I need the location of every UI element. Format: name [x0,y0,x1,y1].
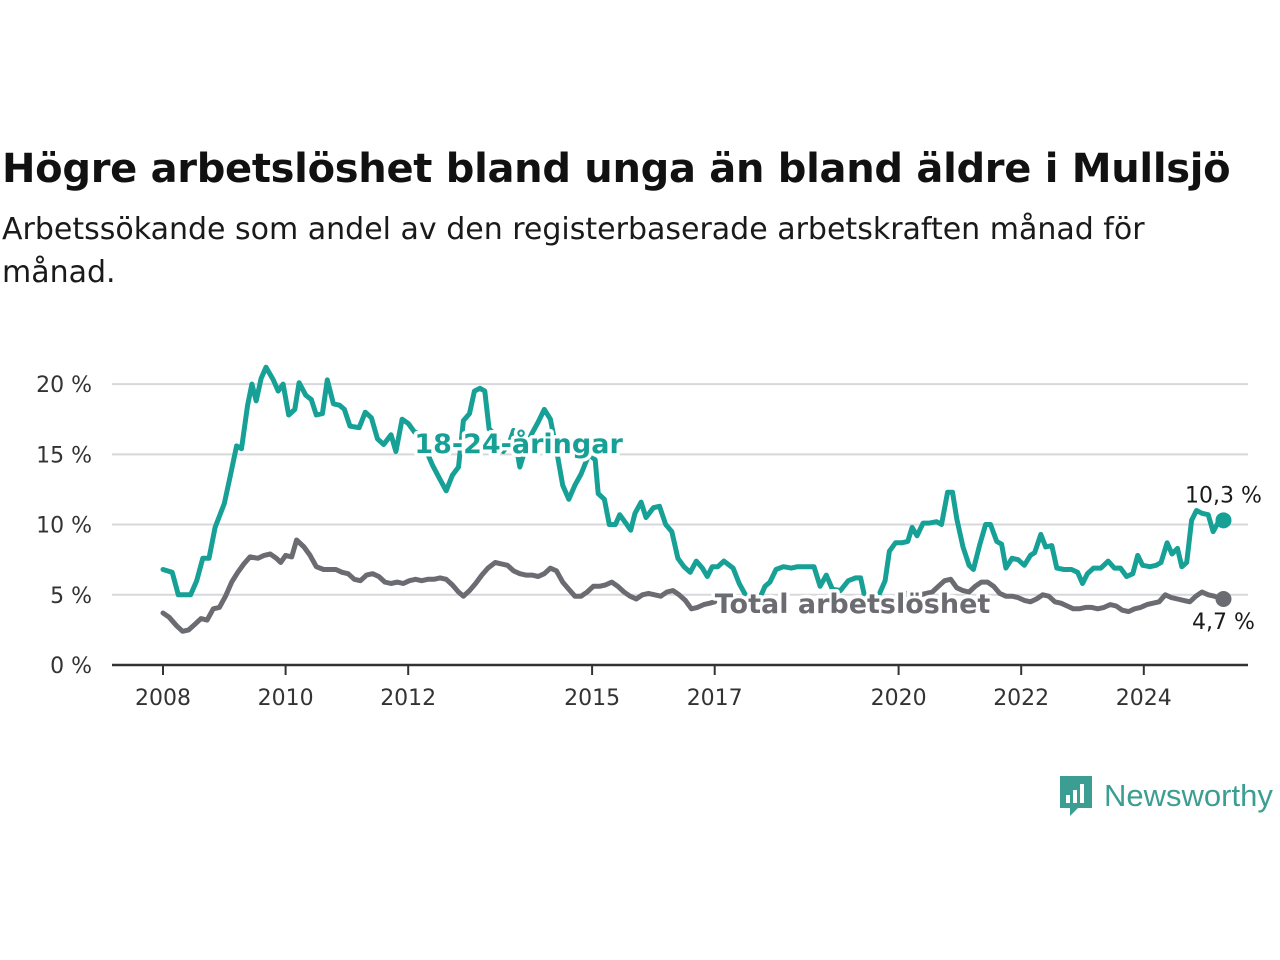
series-line-total-2 [893,576,1226,615]
y-tick-label: 5 % [50,584,92,609]
newsworthy-logo[interactable]: Newsworthy [1058,774,1273,818]
end-label-youth: 10,3 % [1185,483,1262,508]
y-tick-label: 15 % [36,443,92,468]
x-tick-label: 2022 [993,686,1049,711]
series-line-total-1 [160,537,718,634]
chart-subtitle: Arbetssökande som andel av den registerb… [2,212,1145,290]
series-label-youth: 18-24-åringar [414,428,623,460]
x-tick-label: 2008 [135,686,191,711]
chart-title: Högre arbetslöshet bland unga än bland ä… [2,146,1231,192]
series-labels: Total arbetslöshet 18-24-åringar 10,3 % 4,7… [411,424,1262,635]
x-tick-label: 2017 [687,686,743,711]
x-tick-label: 2012 [380,686,436,711]
newsworthy-logo-icon [1060,776,1092,816]
y-tick-label: 0 % [50,654,92,679]
y-tick-label: 10 % [36,514,92,539]
x-tick-label: 2010 [258,686,314,711]
x-tick-label: 2024 [1116,686,1172,711]
series-label-total: Total arbetslöshet [715,589,991,620]
end-point-total [1215,590,1232,607]
y-axis: 0 % 5 % 10 % 15 % 20 % [36,373,92,679]
end-label-total: 4,7 % [1192,610,1255,635]
series-lines [160,364,1232,634]
brand-name: Newsworthy [1104,778,1273,813]
end-point-youth [1215,512,1232,529]
x-axis: 2008 2010 2012 2015 2017 2020 2022 2024 [112,663,1248,711]
y-tick-label: 20 % [36,373,92,398]
series-line-youth [160,364,1226,606]
x-tick-label: 2015 [564,686,620,711]
x-tick-label: 2020 [871,686,927,711]
